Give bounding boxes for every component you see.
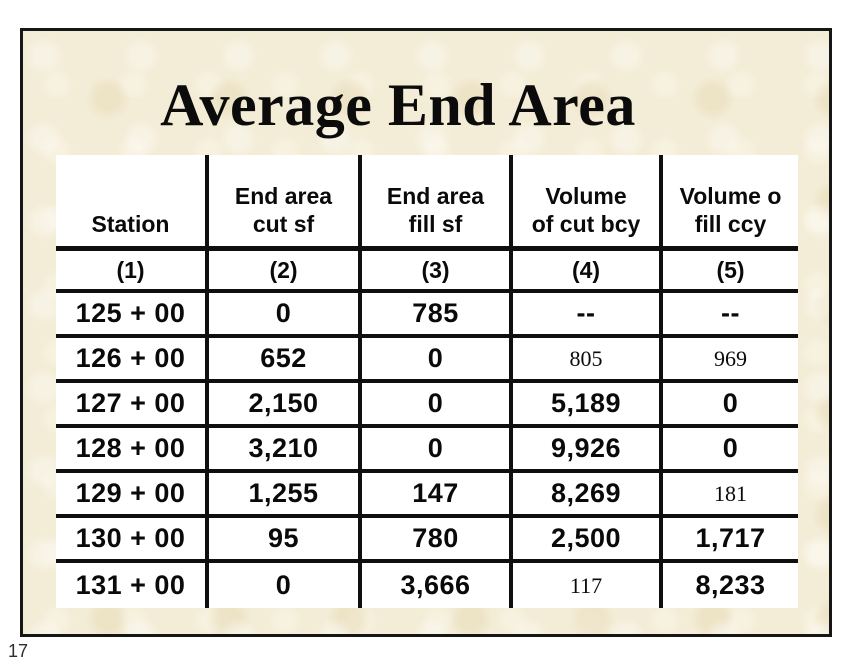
value-cell: 780: [362, 518, 513, 563]
column-header: Volume of cut bcy: [513, 155, 663, 251]
value-cell: 2,500: [513, 518, 663, 563]
value-cell: 95: [209, 518, 362, 563]
column-header: End area cut sf: [209, 155, 362, 251]
column-number: (2): [209, 251, 362, 293]
value-cell: 0: [362, 428, 513, 473]
column-header: End area fill sf: [362, 155, 513, 251]
column-number: (5): [663, 251, 798, 293]
column-header-line: Volume: [545, 182, 627, 209]
value-cell: 0: [663, 428, 798, 473]
value-cell: 0: [362, 338, 513, 383]
value-cell: 8,269: [513, 473, 663, 518]
column-header: Station: [56, 155, 209, 251]
value-cell: 117: [513, 563, 663, 608]
value-cell: 805: [513, 338, 663, 383]
station-cell: 131 + 00: [56, 563, 209, 608]
value-cell: 1,255: [209, 473, 362, 518]
column-header: Volume o fill ccy: [663, 155, 798, 251]
value-cell: 785: [362, 293, 513, 338]
table-grid: Station End area cut sf End area fill sf Volu…: [56, 155, 798, 608]
column-header-line: End area: [386, 182, 485, 209]
value-cell: 1,717: [663, 518, 798, 563]
value-cell: 0: [209, 293, 362, 338]
value-cell: 0: [663, 383, 798, 428]
column-header-line: Station: [91, 211, 170, 238]
column-header-line: of cut bcy: [531, 211, 641, 238]
station-cell: 130 + 00: [56, 518, 209, 563]
column-number: (4): [513, 251, 663, 293]
value-cell: --: [663, 293, 798, 338]
value-cell: 2,150: [209, 383, 362, 428]
column-header-line: Volume o: [679, 182, 782, 209]
column-header-line: cut sf: [252, 211, 315, 238]
value-cell: 652: [209, 338, 362, 383]
column-number: (1): [56, 251, 209, 293]
station-cell: 129 + 00: [56, 473, 209, 518]
slide-title: Average End Area: [160, 72, 636, 138]
value-cell: --: [513, 293, 663, 338]
value-cell: 3,666: [362, 563, 513, 608]
column-header-line: End area: [234, 182, 333, 209]
station-cell: 125 + 00: [56, 293, 209, 338]
value-cell: 147: [362, 473, 513, 518]
column-header-line: fill sf: [408, 211, 463, 238]
value-cell: 181: [663, 473, 798, 518]
slide: Average End Area Station End area cut sf En…: [20, 28, 832, 637]
value-cell: 969: [663, 338, 798, 383]
value-cell: 8,233: [695, 570, 766, 600]
scanned-table: Station End area cut sf End area fill sf Volu…: [56, 155, 798, 608]
station-cell: 127 + 00: [56, 383, 209, 428]
value-cell: 9,926: [513, 428, 663, 473]
value-cell: 0: [209, 563, 362, 608]
station-cell: 128 + 00: [56, 428, 209, 473]
page-number: 17: [8, 641, 29, 661]
value-cell: 3,210: [209, 428, 362, 473]
station-cell: 126 + 00: [56, 338, 209, 383]
column-header-line: fill ccy: [694, 211, 767, 238]
column-number: (3): [362, 251, 513, 293]
value-cell: 5,189: [513, 383, 663, 428]
value-cell: 0: [362, 383, 513, 428]
